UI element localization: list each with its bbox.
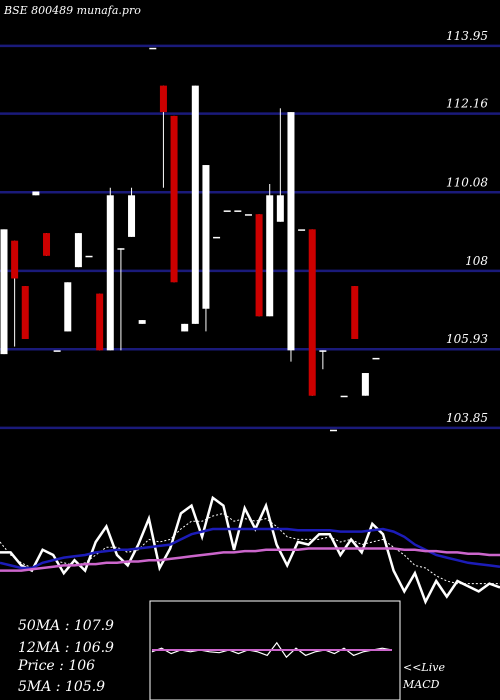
candle-body <box>319 350 327 352</box>
candle-body <box>266 195 274 317</box>
candle-body <box>191 85 199 324</box>
candle-body <box>308 229 316 396</box>
indicator-line-osc_white <box>0 495 500 605</box>
chart-title: BSE 800489 munafa.pro <box>3 4 141 17</box>
candle-body <box>138 320 146 324</box>
candle-body <box>298 229 306 231</box>
candle-body <box>244 214 252 216</box>
price-gridlines <box>0 44 500 430</box>
candle-body <box>96 293 104 351</box>
macd-label: MACD <box>402 678 440 691</box>
candle-body <box>32 191 40 196</box>
price-tick-label: 108 <box>465 254 488 268</box>
candle-body <box>85 255 93 258</box>
candle-body <box>340 395 348 398</box>
candle-body <box>170 115 178 283</box>
candle-body <box>287 112 295 351</box>
price-tick-label: 105.93 <box>446 332 488 346</box>
indicator-lines <box>0 495 500 605</box>
candle-body <box>202 165 210 309</box>
candle-body <box>74 233 82 268</box>
price-tick-labels: 113.95 112.16 110.08 108 105.93 103.85 <box>446 29 488 425</box>
price-tick-label: 112.16 <box>446 97 488 111</box>
macd-lines <box>151 641 393 659</box>
candle-body <box>351 286 359 339</box>
price-readout: Price : 106 <box>17 658 95 674</box>
live-label: <<Live <box>403 661 445 674</box>
candle-body <box>11 240 19 279</box>
price-tick-label: 113.95 <box>446 29 488 43</box>
candle-body <box>106 195 114 351</box>
candle-body <box>43 233 51 256</box>
indicator-line-ma_purple <box>0 547 500 572</box>
ma5-readout: 5MA : 105.9 <box>18 679 105 695</box>
candle-body <box>64 282 72 332</box>
ma50-readout: 50MA : 107.9 <box>18 618 114 634</box>
price-tick-label: 110.08 <box>446 175 488 189</box>
candlesticks <box>0 47 380 432</box>
candle-body <box>128 195 136 237</box>
ma12-readout: 12MA : 106.9 <box>18 640 114 656</box>
candle-body <box>117 248 125 250</box>
candle-body <box>329 429 337 432</box>
indicator-line-osc_dotted <box>0 512 500 585</box>
candle-body <box>21 286 29 339</box>
candle-body <box>372 357 380 360</box>
candle-body <box>255 214 263 317</box>
indicator-line-ma_blue <box>0 527 500 570</box>
price-tick-label: 103.85 <box>446 411 488 425</box>
candle-body <box>181 323 189 332</box>
candle-body <box>53 350 61 352</box>
candle-body <box>276 195 284 222</box>
candle-body <box>361 373 369 396</box>
candle-body <box>149 47 157 50</box>
candle-body <box>159 85 167 113</box>
candle-body <box>0 229 8 355</box>
candle-body <box>223 210 231 212</box>
candle-body <box>213 236 221 239</box>
candle-body <box>234 210 242 212</box>
